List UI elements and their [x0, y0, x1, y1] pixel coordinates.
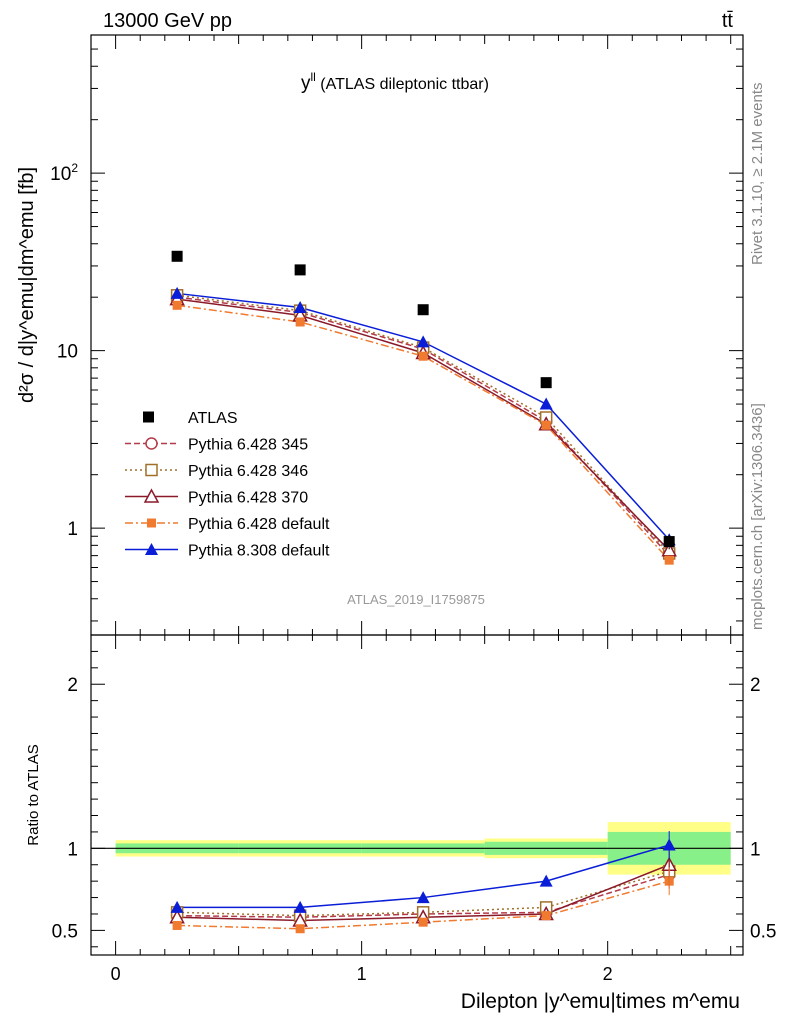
legend-marker — [147, 518, 156, 528]
data-point — [663, 536, 675, 548]
process-label: 13000 GeV pp — [103, 10, 232, 32]
legend-marker — [145, 437, 158, 450]
series-point — [664, 555, 674, 565]
legend-label: Pythia 6.428 370 — [188, 490, 308, 507]
x-tick-label: 2 — [603, 964, 613, 984]
series-ratio-point — [172, 920, 182, 930]
series-ratio-point — [293, 900, 307, 913]
legend-marker — [143, 488, 160, 503]
series-line-main — [177, 294, 670, 554]
series-ratio-point — [539, 874, 553, 887]
ratio-tick-label-right: 1 — [750, 839, 761, 860]
ratio-tick-label: 0.5 — [52, 921, 78, 942]
series-point — [170, 286, 184, 299]
legend-label: Pythia 8.308 default — [188, 543, 330, 560]
mcplots-credit: mcplots.cern.ch [arXiv:1306.3436] — [749, 403, 766, 630]
legend-label: Pythia 6.428 345 — [188, 437, 308, 454]
series-point — [416, 335, 430, 348]
legend-label-data: ATLAS — [188, 410, 238, 427]
series-markers — [169, 250, 677, 934]
series-point — [541, 420, 551, 430]
y-tick-label: 1 — [67, 519, 78, 540]
y-axis-label: d²σ / d|y^emu|dm^emu [fb] — [16, 167, 38, 403]
data-point — [417, 304, 429, 316]
legend-marker-data — [143, 411, 154, 423]
analysis-id: ATLAS_2019_I1759875 — [347, 592, 485, 607]
series-ratio-point — [416, 891, 430, 904]
x-tick-label: 1 — [357, 964, 367, 984]
ratio-plot-frame — [90, 634, 744, 956]
y-tick-label: 102 — [50, 161, 78, 185]
ratio-uncertainty-bands — [91, 822, 743, 875]
process-tag: tt̄ — [722, 10, 734, 32]
series-ratio-point — [541, 911, 551, 921]
legend-label: Pythia 6.428 default — [188, 516, 330, 533]
y-tick-label: 10 — [57, 342, 78, 363]
legend-label: Pythia 6.428 346 — [188, 463, 308, 480]
series-point — [295, 317, 305, 327]
ratio-tick-label: 2 — [67, 675, 78, 696]
ratio-axis-label: Ratio to ATLAS — [25, 744, 42, 845]
data-point — [171, 250, 183, 262]
data-point — [540, 377, 552, 389]
series-ratio-point — [418, 917, 428, 927]
ratio-tick-label: 1 — [67, 839, 78, 860]
legend: ATLAS Pythia 6.428 345 Pythia 6.428 346 Pyt… — [125, 410, 330, 560]
rivet-version: Rivet 3.1.10, ≥ 2.1M events — [749, 83, 766, 266]
axis-ticks: 0 1 2 1 10 102 0.5 0.5 1 1 2 2 — [50, 34, 776, 984]
series-point — [418, 351, 428, 361]
ratio-tick-label-right: 0.5 — [750, 921, 776, 942]
series-lines — [177, 292, 670, 930]
ratio-tick-label-right: 2 — [750, 675, 761, 696]
x-axis-label: Dilepton |y^emu|times m^emu — [461, 990, 740, 1013]
legend-marker — [145, 463, 158, 477]
plot-title: yll (ATLAS dileptonic ttbar) — [301, 70, 489, 94]
legend-marker — [145, 543, 158, 555]
data-point — [294, 264, 306, 276]
series-point — [172, 300, 182, 310]
series-point — [293, 300, 307, 313]
series-ratio-point — [295, 924, 305, 934]
series-point — [539, 397, 553, 410]
x-tick-label: 0 — [111, 964, 121, 984]
series-ratio-point — [170, 900, 184, 913]
